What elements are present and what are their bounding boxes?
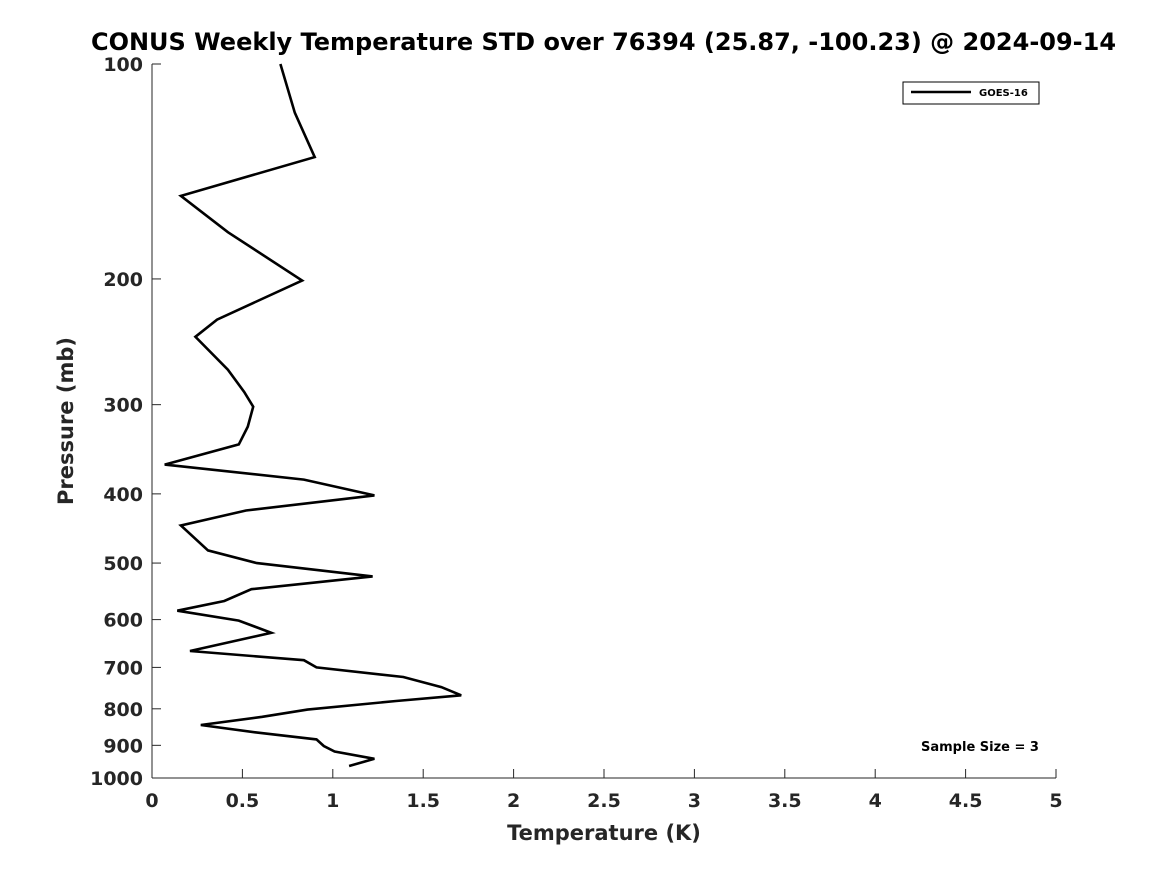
x-tick-label: 3 — [688, 790, 701, 812]
legend-label-goes-16: GOES-16 — [979, 88, 1028, 99]
x-axis-label: Temperature (K) — [507, 821, 701, 845]
axes-layer: 0 0.5 1 1.5 2 2.5 3 3.5 4 4.5 5 100 200 300 400 500 600 7… — [90, 54, 1063, 812]
y-tick-label: 400 — [103, 484, 143, 506]
y-tick-label: 800 — [103, 699, 143, 721]
x-tick-label: 1.5 — [406, 790, 440, 812]
legend: GOES-16 — [902, 81, 1040, 105]
x-tick-label: 0 — [145, 790, 158, 812]
series-layer — [164, 63, 462, 768]
x-tick-label: 5 — [1049, 790, 1062, 812]
y-tick-label: 500 — [103, 553, 143, 575]
x-tick-label: 2 — [507, 790, 520, 812]
x-tick-label: 2.5 — [587, 790, 621, 812]
y-tick-label: 100 — [103, 54, 143, 76]
x-tick-label: 4.5 — [949, 790, 983, 812]
y-tick-label: 700 — [103, 657, 143, 679]
y-tick-label: 600 — [103, 610, 143, 632]
x-tick-label: 4 — [869, 790, 882, 812]
y-tick-label: 900 — [103, 735, 143, 757]
series-line-goes-16 — [164, 63, 462, 768]
y-axis-label: Pressure (mb) — [54, 337, 78, 505]
chart-title: CONUS Weekly Temperature STD over 76394 … — [90, 28, 1117, 56]
y-tick-label: 300 — [103, 395, 143, 417]
x-tick-label: 1 — [326, 790, 339, 812]
y-tick-label: 200 — [103, 269, 143, 291]
x-tick-label: 3.5 — [768, 790, 802, 812]
x-tick-label: 0.5 — [226, 790, 260, 812]
sample-size-annotation: Sample Size = 3 — [921, 740, 1039, 755]
y-tick-label: 1000 — [90, 768, 143, 790]
